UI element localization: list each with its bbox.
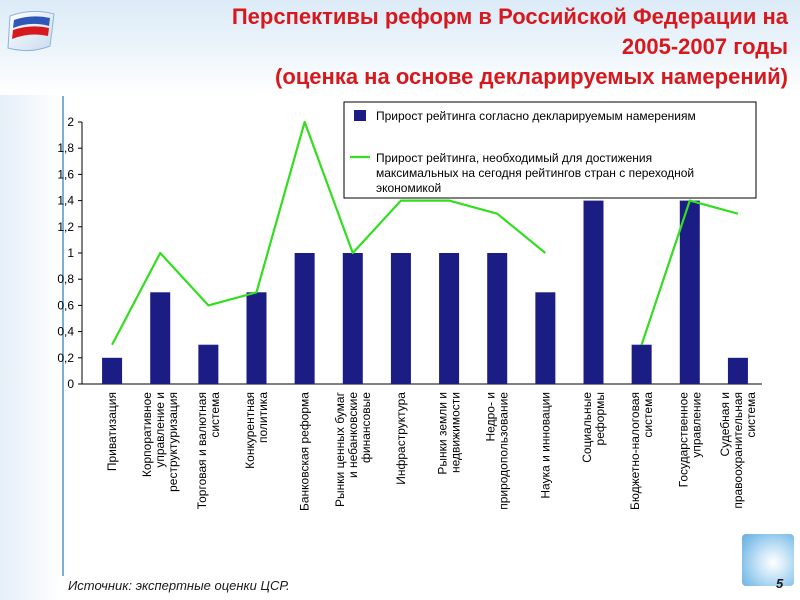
- x-tick-label: Инфраструктура: [394, 392, 408, 485]
- legend-bar-swatch: [354, 110, 366, 121]
- logo-icon: [7, 10, 55, 52]
- x-tick-label: реформы: [593, 392, 607, 445]
- x-tick-label: финансовые: [359, 392, 373, 463]
- bar: [198, 344, 219, 384]
- y-tick-label: 0,4: [57, 325, 74, 339]
- x-tick-label: Социальные: [580, 392, 594, 463]
- x-tick-label: система: [641, 392, 655, 438]
- y-tick-label: 2: [67, 115, 74, 129]
- title-line-2: 2005-2007 годы: [621, 34, 788, 59]
- title-line-3: (оценка на основе декларируемых намерени…: [275, 64, 788, 89]
- x-tick-label: Судебная и: [718, 392, 732, 457]
- x-tick-label: Рынки ценных бумаг: [333, 391, 347, 507]
- bar: [246, 292, 267, 384]
- bar: [102, 357, 123, 384]
- legend-label-line: экономикой: [376, 181, 441, 195]
- header-band: [0, 0, 800, 95]
- legend-label-line: максимальных на сегодня рейтингов стран …: [376, 166, 694, 180]
- x-tick-label: Торговая и валютная: [195, 392, 209, 509]
- y-tick-label: 1,6: [57, 167, 74, 181]
- source-note: Источник: экспертные оценки ЦСР.: [68, 578, 290, 593]
- x-tick-label: Приватизация: [105, 392, 119, 471]
- y-tick-label: 1,8: [57, 141, 74, 155]
- series-line: [640, 199, 739, 346]
- x-tick-label: правоохранительная: [731, 392, 745, 509]
- y-tick-label: 0,2: [57, 351, 74, 365]
- x-tick-label: недвижимости: [449, 392, 463, 473]
- bar: [342, 253, 363, 384]
- bar: [390, 253, 411, 384]
- x-tick-label: Государственное: [676, 392, 690, 488]
- y-tick-label: 0: [67, 377, 74, 391]
- x-tick-label: Наука и инновации: [538, 392, 552, 499]
- y-tick-label: 0,8: [57, 272, 74, 286]
- x-tick-label: Бюджетно-налоговая: [628, 392, 642, 510]
- bar: [439, 253, 460, 384]
- x-tick-label: и небанковские: [346, 392, 360, 478]
- bar: [727, 357, 748, 384]
- legend-label-bars: Прирост рейтинга согласно декларируемым …: [376, 109, 696, 123]
- y-tick-label: 1,2: [57, 220, 74, 234]
- x-tick-label: Конкурентная: [243, 392, 257, 469]
- series-line: [111, 120, 547, 346]
- x-tick-label: Недро- и: [484, 392, 498, 441]
- bar: [679, 200, 700, 384]
- slide-title: Перспективы реформ в Российской Федераци…: [68, 2, 788, 92]
- vertical-divider: [62, 96, 64, 576]
- x-tick-label: Корпоративное: [140, 392, 154, 477]
- legend-label-line: Прирост рейтинга, необходимый для достиж…: [376, 151, 652, 165]
- bar: [583, 200, 604, 384]
- x-tick-label: реструктуризация: [166, 392, 180, 492]
- x-tick-label: Банковская реформа: [298, 392, 312, 511]
- x-tick-label: управление и: [153, 392, 167, 468]
- x-tick-label: природопользование: [497, 392, 511, 510]
- x-tick-label: система: [208, 392, 222, 438]
- y-tick-label: 1,4: [57, 194, 74, 208]
- corner-decoration: [742, 534, 794, 586]
- bar: [150, 292, 171, 384]
- bar: [487, 253, 508, 384]
- y-tick-label: 1: [67, 246, 74, 260]
- x-tick-label: управление: [689, 392, 703, 458]
- left-band: [0, 95, 62, 600]
- x-tick-label: Рынки земли и: [436, 392, 450, 475]
- x-tick-label: система: [744, 392, 758, 438]
- title-line-1: Перспективы реформ в Российской Федераци…: [231, 4, 788, 29]
- bar: [535, 292, 556, 384]
- x-tick-label: политика: [256, 392, 270, 443]
- page-number: 5: [776, 576, 784, 591]
- bar: [294, 253, 315, 384]
- bar: [631, 344, 652, 384]
- legend-box: [343, 101, 757, 199]
- y-tick-label: 0,6: [57, 298, 74, 312]
